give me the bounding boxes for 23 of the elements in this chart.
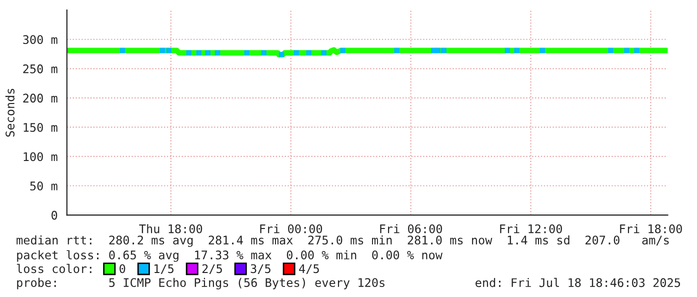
y-tick-label: 50 m bbox=[30, 182, 58, 190]
x-tick-label: Fri 12:00 bbox=[500, 224, 562, 234]
legend-title: loss color: bbox=[16, 264, 92, 274]
x-tick-label: Thu 18:00 bbox=[139, 224, 202, 234]
x-tick-label: Fri 06:00 bbox=[380, 224, 442, 234]
text: median rtt: 280.2 ms avg 281.4 ms max 275.0 ms min 281.0 ms now 1.4 ms sd 207.0 am/s bbox=[16, 235, 669, 247]
y-axis-title: Seconds bbox=[5, 88, 15, 137]
y-tick-label: 100 m bbox=[24, 152, 58, 162]
x-tick-label: Fri 18:00 bbox=[620, 224, 682, 234]
y-tick-label: 200 m bbox=[23, 94, 58, 103]
text: end: Fri Jul 18 18:46:03 2025 bbox=[476, 278, 680, 288]
text: packet loss: 0.65 % avg 17.33 % max 0.00 % min 0.00 % now bbox=[17, 250, 442, 262]
y-tick-label: 250 m bbox=[23, 64, 58, 74]
y-tick-label: 300 m bbox=[23, 35, 58, 44]
text: probe: 5 ICMP Echo Pings (56 Bytes) every 120s bbox=[17, 278, 384, 290]
y-tick-label: 150 m bbox=[24, 122, 58, 132]
legend-label: 1/5 bbox=[154, 264, 174, 274]
legend-label: 4/5 bbox=[299, 264, 319, 274]
legend-label: 3/5 bbox=[250, 264, 270, 274]
y-tick-label: 0 bbox=[52, 210, 58, 220]
legend-label: 2/5 bbox=[202, 264, 222, 274]
legend-label: 0 bbox=[120, 264, 126, 274]
x-tick-label: Fri 00:00 bbox=[260, 224, 322, 234]
